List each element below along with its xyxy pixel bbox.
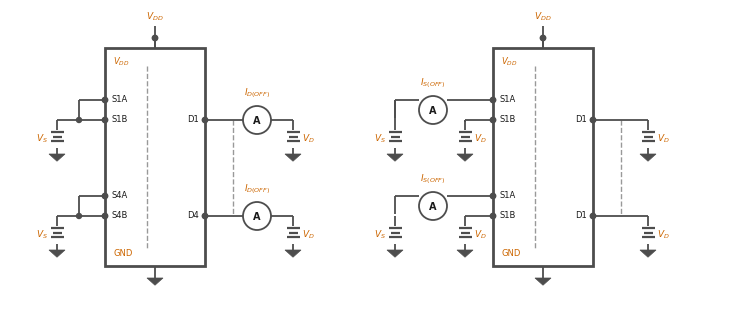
Circle shape [103,214,108,218]
Text: $V_D$: $V_D$ [657,229,670,241]
Text: $V_D$: $V_D$ [474,133,487,145]
Text: D4: D4 [187,212,199,221]
Circle shape [77,118,81,122]
Text: S1A: S1A [499,96,515,105]
Circle shape [103,98,108,102]
Polygon shape [457,250,473,257]
Circle shape [590,118,596,122]
Text: S1B: S1B [111,115,128,124]
Circle shape [77,214,81,218]
Text: S4A: S4A [111,191,127,201]
Text: A: A [253,116,261,126]
Text: $V_{DD}$: $V_{DD}$ [501,56,517,68]
Text: GND: GND [113,249,132,258]
Text: $V_S$: $V_S$ [374,133,386,145]
Bar [105,48,205,266]
Text: $V_{DD}$: $V_{DD}$ [113,56,129,68]
Text: $I_{S(OFF)}$: $I_{S(OFF)}$ [421,172,446,186]
Text: $V_D$: $V_D$ [657,133,670,145]
Polygon shape [49,250,65,257]
Polygon shape [640,154,656,161]
Polygon shape [640,250,656,257]
Polygon shape [457,154,473,161]
Circle shape [491,98,495,102]
Polygon shape [49,154,65,161]
Circle shape [202,118,207,122]
Circle shape [491,118,495,122]
Circle shape [590,214,596,218]
Polygon shape [285,250,301,257]
Polygon shape [147,278,163,285]
Text: D1: D1 [575,212,587,221]
Circle shape [491,193,495,199]
Text: $I_{S(OFF)}$: $I_{S(OFF)}$ [421,76,446,90]
Text: S1B: S1B [499,212,515,221]
Text: $V_{DD}$: $V_{DD}$ [534,10,552,23]
Polygon shape [535,278,551,285]
Circle shape [540,36,545,40]
Text: $I_{D(OFF)}$: $I_{D(OFF)}$ [244,182,270,196]
Circle shape [202,214,207,218]
Text: $V_{DD}$: $V_{DD}$ [146,10,164,23]
Circle shape [491,214,495,218]
Circle shape [103,193,108,199]
Bar [493,48,593,266]
Text: S1A: S1A [499,191,515,201]
Text: A: A [430,106,437,116]
Text: S1A: S1A [111,96,127,105]
Text: $I_{D(OFF)}$: $I_{D(OFF)}$ [244,86,270,100]
Circle shape [153,36,157,40]
Text: $V_D$: $V_D$ [474,229,487,241]
Polygon shape [387,154,403,161]
Text: D1: D1 [187,115,199,124]
Text: GND: GND [501,249,520,258]
Text: $V_D$: $V_D$ [302,133,315,145]
Text: $V_S$: $V_S$ [36,229,48,241]
Circle shape [103,118,108,122]
Polygon shape [285,154,301,161]
Text: S1B: S1B [499,115,515,124]
Text: S4B: S4B [111,212,128,221]
Text: A: A [430,202,437,212]
Polygon shape [387,250,403,257]
Text: D1: D1 [575,115,587,124]
Text: $V_S$: $V_S$ [36,133,48,145]
Text: $V_S$: $V_S$ [374,229,386,241]
Text: $V_D$: $V_D$ [302,229,315,241]
Text: A: A [253,212,261,222]
